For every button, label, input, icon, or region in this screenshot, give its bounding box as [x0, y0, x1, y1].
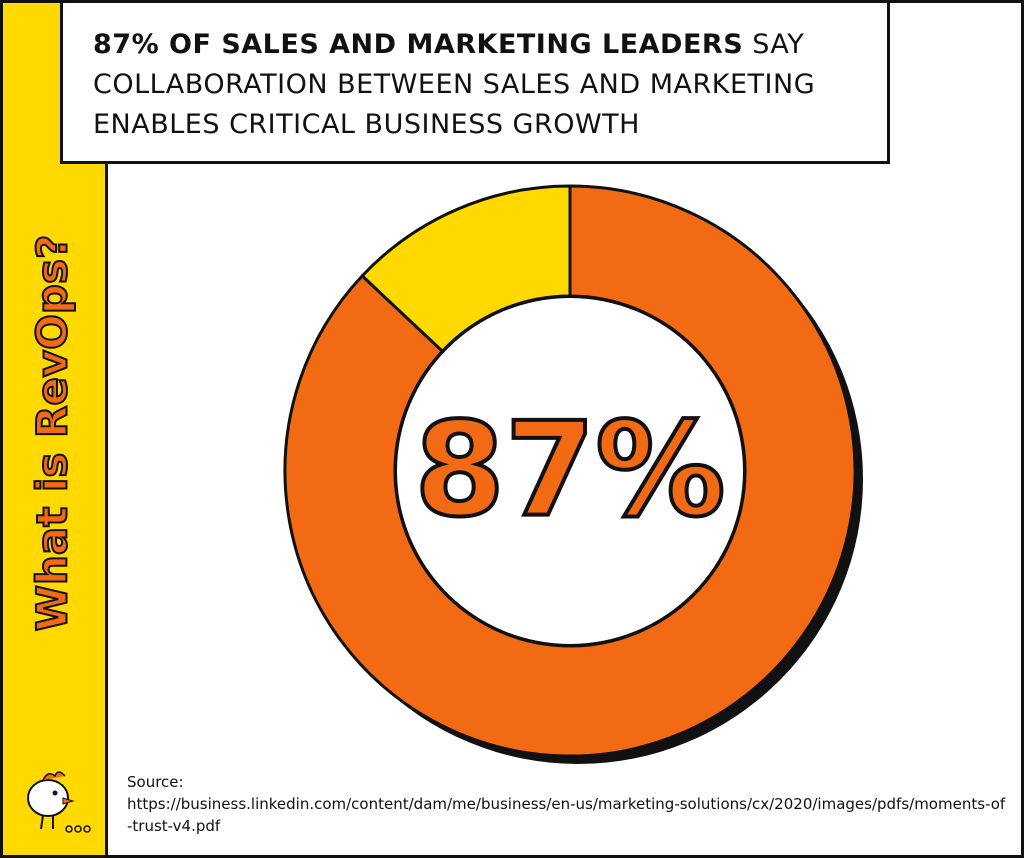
title-bold: 87% OF SALES AND MARKETING LEADERS	[93, 29, 744, 60]
sidebar-label: What is RevOps?	[28, 235, 77, 632]
donut-slice	[360, 184, 572, 354]
chart: What is RevOps? 87%	[27, 184, 863, 833]
source: Source: https://business.linkedin.com/co…	[127, 771, 1007, 837]
source-label: Source:	[127, 773, 184, 791]
mascot	[27, 771, 91, 833]
title-box: 87% OF SALES AND MARKETING LEADERS SAY C…	[60, 3, 890, 164]
donut-hole	[397, 298, 743, 644]
donut-slice	[283, 184, 857, 758]
center-label: 87%	[414, 394, 725, 546]
title-rest: SAY COLLABORATION BETWEEN SALES AND MARK…	[93, 29, 816, 140]
source-url: https://business.linkedin.com/content/da…	[127, 795, 1006, 835]
